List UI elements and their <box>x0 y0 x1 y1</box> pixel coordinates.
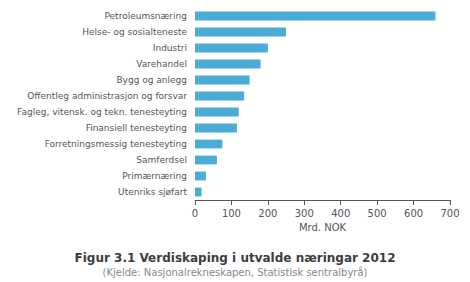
svg-text:Varehandel: Varehandel <box>136 59 187 69</box>
svg-text:(Kjelde: Nasjonalrekneskapen,: (Kjelde: Nasjonalrekneskapen, Statistisk… <box>103 266 368 278</box>
svg-text:500: 500 <box>368 208 387 219</box>
svg-text:Mrd. NOK: Mrd. NOK <box>299 222 347 233</box>
svg-text:300: 300 <box>295 208 314 219</box>
svg-text:200: 200 <box>258 208 277 219</box>
svg-text:Helse- og sosialteneste: Helse- og sosialteneste <box>82 27 187 37</box>
svg-text:Industri: Industri <box>153 43 187 53</box>
svg-text:Petroleumsnæring: Petroleumsnæring <box>104 11 187 21</box>
svg-text:Fagleg, vitensk. og tekn. tene: Fagleg, vitensk. og tekn. tenesteyting <box>17 107 187 117</box>
svg-text:Bygg og anlegg: Bygg og anlegg <box>116 75 187 85</box>
svg-text:0: 0 <box>192 208 198 219</box>
svg-text:600: 600 <box>404 208 423 219</box>
svg-text:Offentleg administrasjon og fo: Offentleg administrasjon og forsvar <box>27 91 187 101</box>
svg-text:400: 400 <box>331 208 350 219</box>
svg-text:Figur 3.1 Verdiskaping i utval: Figur 3.1 Verdiskaping i utvalde næringa… <box>75 251 396 265</box>
svg-text:700: 700 <box>440 208 459 219</box>
svg-text:Forretningsmessig tenesteyting: Forretningsmessig tenesteyting <box>45 139 187 149</box>
svg-text:Finansiell tenesteyting: Finansiell tenesteyting <box>86 123 187 133</box>
svg-text:Samferdsel: Samferdsel <box>136 155 187 165</box>
svg-text:Primærnæring: Primærnæring <box>122 171 187 181</box>
svg-text:100: 100 <box>222 208 241 219</box>
svg-text:Utenriks sjøfart: Utenriks sjøfart <box>118 187 187 197</box>
